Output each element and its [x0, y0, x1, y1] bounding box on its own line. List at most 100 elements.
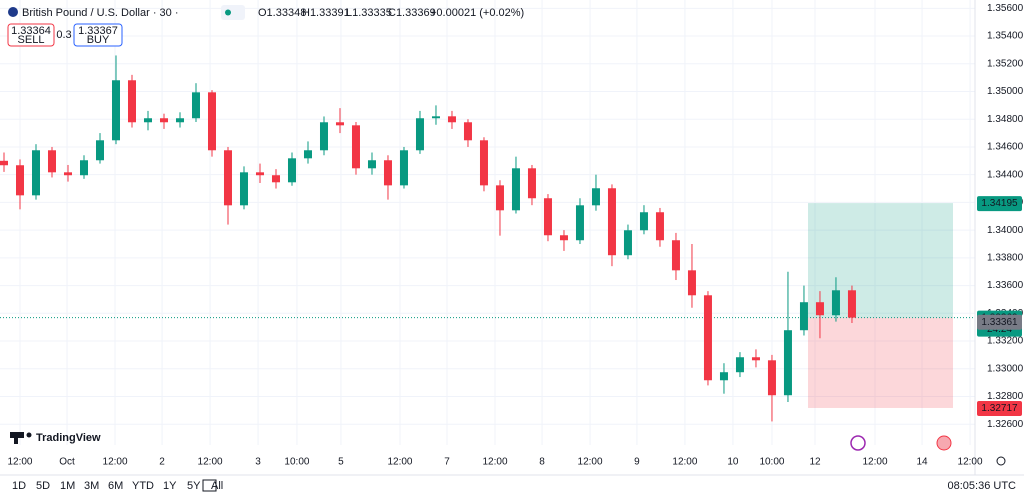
range-button[interactable]: 5D — [36, 480, 50, 492]
candle-body — [495, 185, 504, 211]
candle-body — [351, 125, 360, 169]
candle-body — [143, 118, 152, 123]
x-tick-label: 2 — [159, 457, 165, 468]
candle-body — [415, 118, 424, 151]
candle-body — [607, 188, 616, 256]
x-tick-label: 10 — [727, 457, 739, 468]
x-tick-label: 12:00 — [483, 457, 508, 468]
indicator-toggle[interactable] — [221, 5, 245, 20]
y-tick-label: 1.35600 — [987, 3, 1024, 14]
x-tick-label: 10:00 — [759, 457, 784, 468]
candle-body — [447, 116, 456, 123]
candle-body — [63, 172, 72, 176]
last-price-label-countdown: 24:24 — [987, 324, 1012, 335]
axes: 1.35600 1.35400 1.35200 1.35000 1.34800 1.346… — [7, 3, 1023, 468]
candle-body — [463, 122, 472, 141]
y-tick-label: 1.35200 — [987, 58, 1024, 69]
candle-body — [255, 172, 264, 176]
bid-label: 1.33361 — [981, 317, 1018, 328]
clock: 08:05:36 UTC — [948, 480, 1017, 492]
x-tick-label: Oct — [59, 457, 75, 468]
candle-body — [287, 158, 296, 183]
candle-body — [783, 330, 792, 396]
candle-body — [127, 80, 136, 123]
x-tick-label: 12:00 — [198, 457, 223, 468]
range-button[interactable]: 1Y — [163, 480, 177, 492]
date-range-icon[interactable] — [202, 479, 217, 492]
x-tick-label: 12:00 — [387, 457, 412, 468]
x-tick-label: 12:00 — [958, 457, 983, 468]
range-button[interactable]: 3M — [84, 480, 99, 492]
lightning-icon[interactable] — [850, 435, 866, 451]
range-button[interactable]: 1M — [60, 480, 75, 492]
bid-label-box — [977, 314, 1022, 330]
ohlc-open: O1.33348 — [258, 7, 306, 19]
stop-zone — [808, 317, 953, 408]
sell-price: 1.33364 — [11, 25, 51, 37]
candle-body — [527, 168, 536, 199]
candle-body — [303, 150, 312, 159]
target-zone — [808, 203, 953, 318]
x-tick-label: 12 — [809, 457, 821, 468]
ohlc-low: L1.33335 — [346, 7, 392, 19]
candle-body — [671, 240, 680, 271]
logo-mark — [26, 432, 32, 438]
candle-body — [767, 360, 776, 396]
candle-body — [239, 172, 248, 206]
candle-body — [175, 118, 184, 123]
buy-label: BUY — [87, 34, 110, 46]
range-button[interactable]: 1D — [12, 480, 26, 492]
y-tick-label: 1.33800 — [987, 252, 1024, 263]
logo-mark — [14, 432, 18, 444]
range-button[interactable]: 5Y — [187, 480, 201, 492]
settings-icon[interactable] — [996, 456, 1006, 466]
y-tick-label: 1.32600 — [987, 419, 1024, 430]
x-tick-label: 9 — [634, 457, 640, 468]
y-tick-label: 1.34000 — [987, 225, 1024, 236]
y-tick-label: 1.32800 — [987, 391, 1024, 402]
x-tick-label: 12:00 — [103, 457, 128, 468]
spread: 0.3 — [56, 29, 71, 41]
x-tick-label: 8 — [539, 457, 545, 468]
candle-body — [815, 302, 824, 316]
target-label-box — [977, 196, 1022, 212]
sell-button[interactable] — [7, 23, 55, 47]
y-tick-label: 1.34600 — [987, 142, 1024, 153]
range-button[interactable]: 6M — [108, 480, 123, 492]
stop-label: 1.32717 — [981, 403, 1018, 414]
candle-body — [479, 140, 488, 186]
grid — [0, 0, 975, 445]
candle-body — [687, 270, 696, 296]
candle-body — [31, 150, 40, 196]
x-tick-label: 5 — [338, 457, 344, 468]
brand: TradingView — [36, 432, 101, 444]
candle-body — [511, 168, 520, 211]
candle-body — [655, 212, 664, 241]
candle-body — [367, 160, 376, 169]
range-button[interactable]: All — [211, 480, 223, 492]
y-tick-label: 1.33600 — [987, 280, 1024, 291]
candle-body — [111, 80, 120, 141]
candle-body — [207, 92, 216, 151]
x-tick-label: 7 — [444, 457, 450, 468]
candle-body — [735, 357, 744, 373]
range-button[interactable]: YTD — [132, 480, 154, 492]
y-tick-label: 1.35000 — [987, 86, 1024, 97]
candle-body — [0, 160, 8, 166]
ohlc-change: +0.00021 (+0.02%) — [430, 7, 524, 19]
candle-body — [431, 116, 440, 119]
candle-body — [543, 198, 552, 236]
sell-label: SELL — [18, 34, 45, 46]
candle-body — [271, 175, 280, 183]
candle-body — [15, 165, 24, 196]
event-icon[interactable] — [936, 435, 952, 451]
candle-body — [559, 235, 568, 241]
candle-body — [847, 290, 856, 318]
buy-button[interactable] — [73, 23, 123, 47]
candle-body — [719, 372, 728, 381]
x-tick-label: 12:00 — [578, 457, 603, 468]
stop-label-box — [977, 400, 1022, 416]
candle-body — [223, 150, 232, 206]
